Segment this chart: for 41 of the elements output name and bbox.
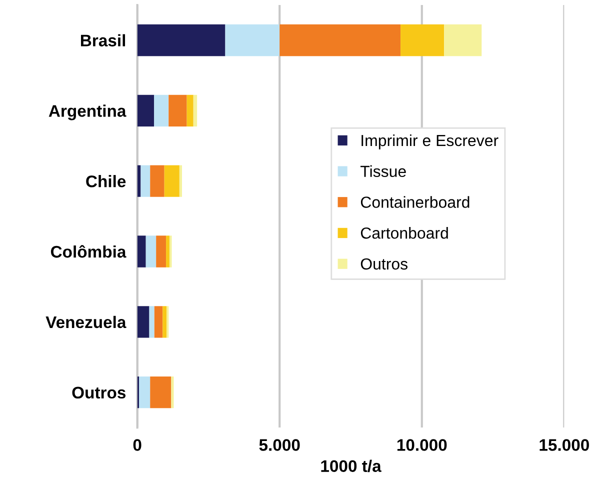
y-tick-label: Chile — [86, 175, 126, 188]
bar — [137, 236, 146, 268]
y-tick-label: Colômbia — [50, 245, 126, 258]
bar — [193, 94, 198, 127]
bar — [280, 24, 401, 56]
bar — [150, 376, 172, 408]
bar — [225, 24, 280, 56]
x-tick-label: 5.000 — [259, 439, 300, 451]
legend-label: Tissue — [360, 165, 406, 178]
legend-label: Containerboard — [360, 196, 470, 208]
bar — [164, 165, 180, 197]
y-tick-label: Brasil — [80, 34, 126, 46]
bar — [154, 306, 163, 338]
y-tick-label: Venezuela — [46, 316, 126, 328]
bar — [137, 94, 154, 127]
bar — [150, 165, 164, 197]
bar — [168, 94, 187, 127]
bar — [137, 24, 226, 56]
legend-label: Cartonboard — [360, 227, 448, 239]
bar — [146, 236, 156, 268]
bar — [179, 165, 182, 197]
x-tick-label: 15.000 — [540, 439, 589, 451]
bar — [444, 24, 482, 56]
y-tick-label: Outros — [72, 386, 126, 399]
legend-label: Imprimir e Escrever — [362, 134, 498, 150]
x-tick-label: 0 — [133, 439, 142, 451]
legend-label: Outros — [360, 258, 408, 270]
bar — [400, 24, 444, 56]
bar — [171, 376, 174, 408]
bar — [149, 306, 154, 338]
bar — [162, 306, 167, 338]
y-tick-label: Argentina — [48, 104, 126, 120]
bar — [154, 94, 169, 127]
bar — [186, 94, 194, 127]
bar — [139, 376, 150, 408]
x-tick-label: 10.000 — [397, 439, 447, 451]
bar — [166, 236, 170, 268]
bar — [156, 236, 166, 268]
x-axis-title: 1000 t/a — [321, 460, 382, 472]
bar — [140, 165, 150, 197]
bar — [137, 306, 150, 338]
